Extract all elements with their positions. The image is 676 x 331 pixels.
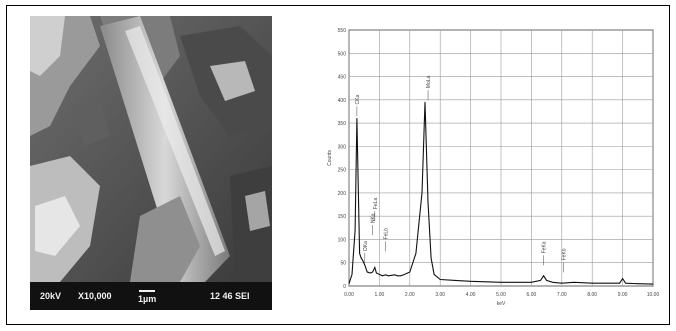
- spectrum-point: [400, 275, 402, 277]
- peak-label: FeKb: [562, 248, 568, 260]
- x-tick-label: 6.00: [527, 292, 537, 298]
- spectrum-point: [357, 178, 359, 180]
- spectrum-point: [430, 257, 432, 259]
- spectrum-point: [485, 281, 487, 283]
- spectrum-point: [622, 278, 623, 279]
- spectrum-point: [409, 271, 411, 273]
- peak-label: OKa: [363, 241, 369, 251]
- x-tick-label: 3.00: [435, 292, 445, 298]
- y-tick-label: 100: [338, 237, 347, 243]
- spectrum-point: [500, 281, 502, 283]
- spectrum-point: [455, 280, 456, 281]
- y-tick-label: 400: [338, 98, 347, 104]
- spectrum-point: [637, 283, 639, 285]
- x-tick-label: 8.00: [587, 292, 597, 298]
- eds-spectrum-svg: 0.00 1.00 2.00 3.00 4.00 5.00 6.00 7.00 8.00 9.00…: [327, 28, 659, 307]
- y-tick-label: 350: [338, 121, 347, 127]
- sem-info-bar: 20kV X10,000 1µm 12 46 SEI: [30, 282, 272, 310]
- spectrum-point: [573, 281, 575, 283]
- spectrum-point: [366, 271, 368, 273]
- spectrum-point: [375, 272, 377, 274]
- spectrum-point: [540, 280, 541, 281]
- spectrum-point: [372, 271, 374, 273]
- spectrum-point: [415, 253, 417, 254]
- spectrum-point: [379, 273, 380, 275]
- y-tick-label: 250: [338, 168, 347, 174]
- x-axis-label: keV: [497, 301, 506, 307]
- spectrum-point: [359, 253, 361, 254]
- spectrum-point: [470, 280, 471, 282]
- x-tick-label: 5.00: [496, 292, 506, 298]
- peak-label: FeLb: [383, 228, 389, 240]
- sem-image: [30, 16, 272, 282]
- spectrum-point: [607, 282, 608, 284]
- spectrum-point: [362, 260, 364, 261]
- x-tick-label: 2.00: [405, 292, 415, 298]
- spectrum-point: [348, 283, 350, 285]
- spectrum-point: [388, 275, 389, 277]
- sem-micrograph: 20kV X10,000 1µm 12 46 SEI: [30, 16, 272, 310]
- eds-spectrum-chart: 0.00 1.00 2.00 3.00 4.00 5.00 6.00 7.00 8.00 9.00…: [323, 24, 659, 308]
- y-tick-label: 200: [338, 191, 347, 197]
- spectrum-point: [364, 264, 366, 266]
- spectrum-point: [385, 274, 386, 276]
- sem-voltage: 20kV: [40, 291, 62, 301]
- y-tick-label: 0: [343, 284, 346, 290]
- spectrum-point: [374, 266, 376, 268]
- spectrum-point: [397, 275, 399, 277]
- x-tick-label: 10.00: [647, 292, 659, 298]
- spectrum-point: [424, 101, 426, 103]
- spectrum-point: [382, 275, 383, 277]
- spectrum-point: [369, 272, 371, 274]
- peak-label: MoLa: [426, 75, 432, 88]
- spectrum-point: [391, 274, 392, 276]
- spectrum-point: [351, 273, 353, 275]
- spectrum-point: [427, 201, 429, 203]
- scale-bar: [139, 290, 155, 292]
- spectrum-point: [531, 281, 532, 283]
- x-tick-label: 9.00: [618, 292, 628, 298]
- peak-label: FeKa: [542, 241, 548, 253]
- y-tick-label: 300: [338, 144, 347, 150]
- y-axis-label: Counts: [327, 150, 333, 166]
- spectrum-point: [403, 274, 405, 276]
- spectrum-point: [421, 192, 423, 194]
- x-tick-label: 0.00: [344, 292, 354, 298]
- y-tick-label: 150: [338, 214, 347, 220]
- spectrum-point: [652, 283, 654, 285]
- sem-scale: 1µm: [138, 294, 157, 304]
- spectrum-point: [356, 118, 358, 119]
- spectrum-point: [433, 273, 435, 275]
- x-tick-label: 7.00: [557, 292, 567, 298]
- spectrum-point: [619, 282, 620, 284]
- spectrum-point: [543, 275, 544, 277]
- spectrum-point: [439, 279, 441, 280]
- spectrum-point: [591, 282, 593, 284]
- spectrum-point: [515, 281, 517, 283]
- peak-label: FeLa: [373, 198, 379, 210]
- x-tick-label: 4.00: [466, 292, 476, 298]
- figure-frame: 20kV X10,000 1µm 12 46 SEI 0.00 1.00 2.00 3…: [6, 5, 670, 325]
- x-tick-label: 1.00: [375, 292, 385, 298]
- sem-session: 12 46 SEI: [210, 291, 250, 301]
- y-tick-label: 50: [340, 261, 346, 267]
- spectrum-point: [546, 280, 547, 281]
- spectrum-line: [348, 102, 654, 285]
- sem-magnification: X10,000: [78, 291, 112, 301]
- spectrum-point: [354, 229, 356, 231]
- spectrum-point: [625, 282, 627, 284]
- y-tick-label: 450: [338, 75, 347, 81]
- spectrum-point: [360, 257, 362, 259]
- peak-label: CKa: [355, 94, 361, 104]
- y-tick-label: 500: [338, 51, 347, 57]
- spectrum-point: [394, 274, 395, 276]
- y-tick-label: 550: [338, 28, 347, 34]
- peak-label: NKa: [371, 213, 377, 223]
- spectrum-point: [552, 281, 554, 283]
- spectrum-point: [561, 282, 563, 284]
